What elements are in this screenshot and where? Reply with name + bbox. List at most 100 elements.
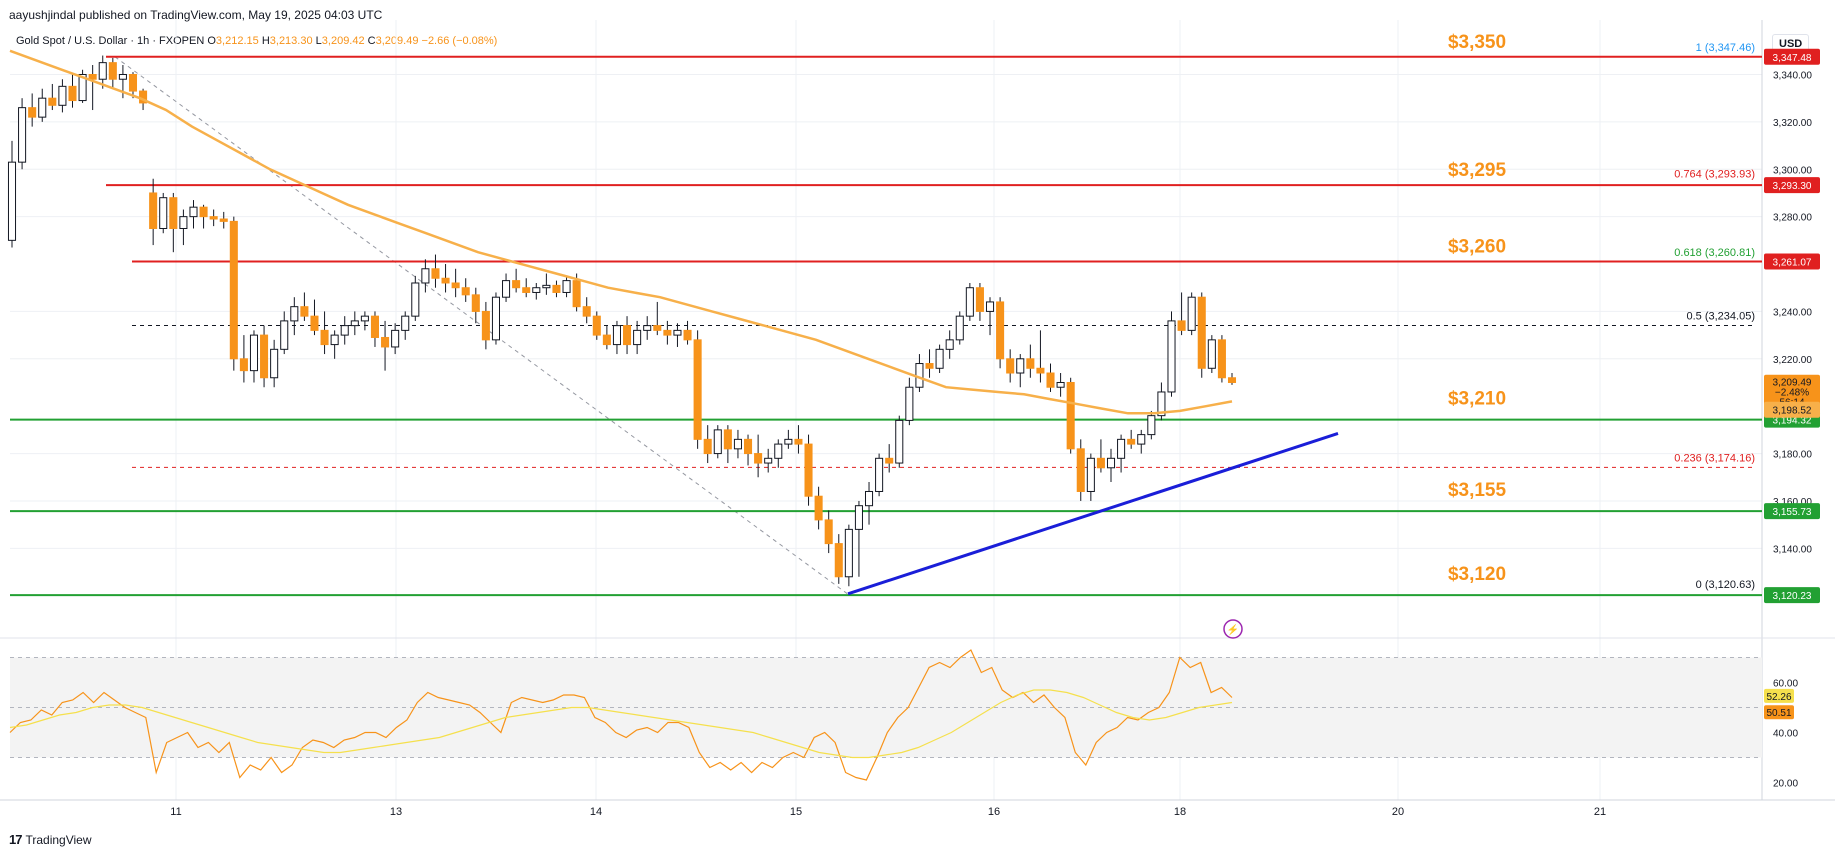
candle: [239, 358, 248, 372]
x-tick-label: 15: [790, 806, 802, 818]
y-tick-label: 3,340.00: [1773, 70, 1812, 81]
candle: [814, 495, 823, 521]
candle: [1006, 358, 1015, 374]
trendline: [847, 432, 1339, 596]
candle: [1056, 381, 1065, 388]
ma-tag-text: 3,198.52: [1773, 406, 1812, 417]
candle: [864, 490, 874, 507]
candle: [1066, 381, 1075, 450]
footer-brand: TradingView: [25, 832, 92, 847]
candle: [592, 315, 601, 336]
rsi-line: [9, 649, 1233, 781]
candle: [663, 329, 672, 336]
candle: [985, 301, 995, 312]
fib-label: 1 (3,347.46): [1696, 42, 1755, 54]
candle: [219, 218, 228, 222]
symbol-name[interactable]: Gold Spot / U.S. Dollar · 1h · FXOPEN: [16, 35, 205, 47]
candle: [673, 329, 682, 336]
fib-label: 0.764 (3,293.93): [1674, 169, 1755, 181]
candle: [733, 438, 742, 450]
moving-average-line: [9, 49, 1233, 415]
level-label: $3,210: [1448, 389, 1506, 410]
ohlc-low-value: 3,209.42: [321, 35, 365, 47]
fib-label: 0.236 (3,174.16): [1674, 452, 1755, 464]
candle: [1207, 339, 1216, 369]
x-tick-label: 14: [590, 806, 602, 818]
candle: [713, 429, 722, 455]
y-tick-label: 3,160.00: [1773, 497, 1812, 508]
candle: [169, 197, 178, 229]
candle: [653, 325, 662, 331]
candle: [431, 268, 440, 279]
candle: [512, 280, 521, 289]
candle: [370, 315, 380, 338]
axis-tag-text: 3,293.30: [1773, 181, 1812, 192]
candle: [300, 306, 309, 317]
candle: [411, 282, 420, 317]
candle: [885, 457, 894, 464]
candle: [1117, 438, 1126, 459]
candle: [552, 284, 561, 293]
axis-tag-text: 3,155.73: [1773, 507, 1812, 518]
candle: [128, 73, 138, 92]
alert-lightning-glyph: ⚡: [1227, 623, 1239, 636]
price-tag-bg: [1764, 374, 1820, 407]
rsi-signal-line: [9, 689, 1233, 759]
y-tick-label: 3,180.00: [1773, 450, 1812, 461]
rsi-tag-text: 52.26: [1766, 692, 1791, 703]
candle: [159, 197, 168, 229]
candle: [48, 97, 57, 106]
candle: [1096, 457, 1105, 469]
candle: [270, 348, 279, 379]
candle: [481, 310, 490, 341]
candle: [88, 73, 97, 80]
rsi-tick-label: 40.00: [1773, 729, 1798, 740]
candle: [784, 438, 793, 445]
x-tick-label: 20: [1392, 806, 1404, 818]
candle: [774, 443, 783, 459]
candle: [461, 287, 470, 296]
candle: [623, 325, 632, 346]
candle: [824, 519, 833, 545]
candle: [1197, 296, 1206, 369]
candle: [1016, 358, 1025, 374]
candle: [834, 543, 843, 578]
candle: [209, 216, 218, 220]
candle: [794, 438, 803, 445]
candle: [249, 334, 259, 372]
candle: [602, 334, 611, 346]
candle: [360, 315, 369, 322]
candle: [68, 85, 77, 102]
fib-label: 0.5 (3,234.05): [1687, 311, 1756, 323]
candle: [1147, 415, 1156, 436]
symbol-legend: Gold Spot / U.S. Dollar · 1h · FXOPEN O3…: [16, 35, 497, 47]
candle: [1187, 296, 1196, 331]
candle: [179, 216, 188, 229]
candle: [562, 280, 571, 293]
candle: [108, 62, 117, 80]
candle: [502, 280, 511, 298]
candle: [401, 315, 410, 331]
level-label: $3,155: [1448, 480, 1507, 501]
candle: [905, 386, 914, 421]
rsi-band: [10, 657, 1762, 758]
candle: [895, 419, 904, 464]
candle: [1167, 320, 1176, 393]
candle: [229, 220, 238, 360]
y-tick-label: 3,300.00: [1773, 165, 1812, 176]
ohlc-low-label: L: [315, 35, 322, 47]
level-label: $3,350: [1448, 32, 1506, 53]
candle: [421, 268, 430, 284]
candle: [98, 62, 107, 80]
price-tag-change: −2.48%: [1775, 388, 1809, 399]
axis-tag-bg: [1764, 177, 1820, 194]
axis-tag-bg: [1764, 587, 1820, 604]
candle: [723, 429, 732, 450]
alert-lightning-icon[interactable]: [1223, 619, 1243, 639]
candle: [260, 334, 269, 379]
rsi-tick-label: 60.00: [1773, 679, 1798, 690]
axis-tag-bg: [1764, 48, 1820, 65]
candle: [491, 296, 500, 341]
price-tag-text: 3,209.49: [1773, 378, 1812, 389]
